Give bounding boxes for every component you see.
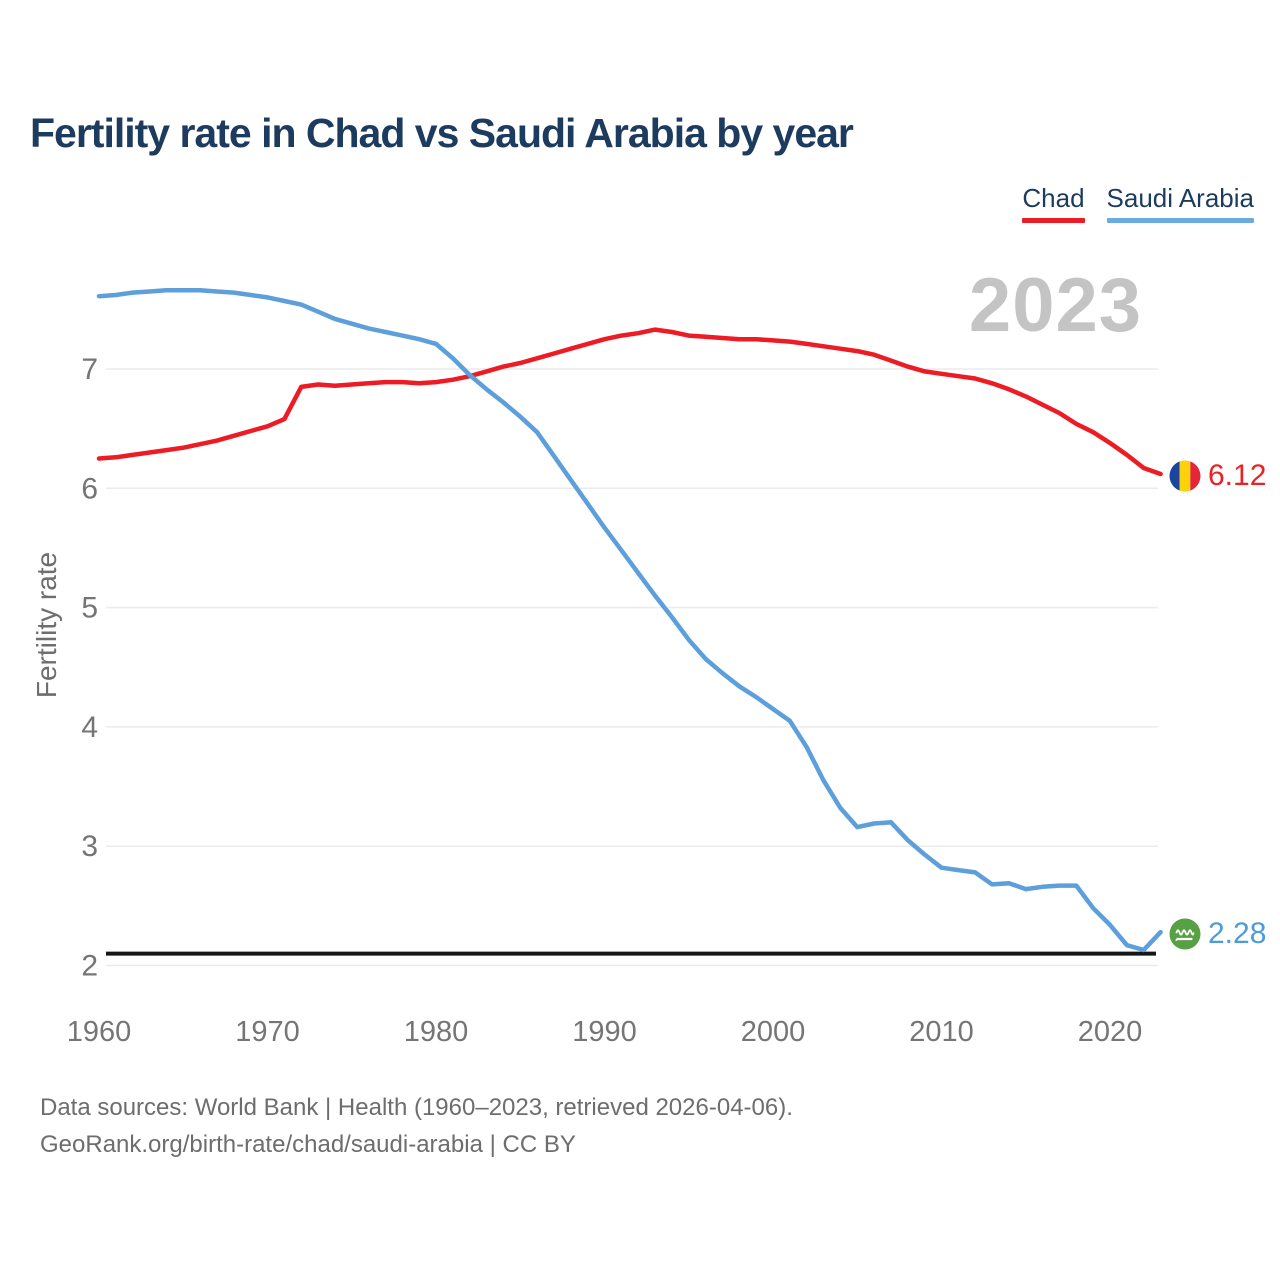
footer-attribution: GeoRank.org/birth-rate/chad/saudi-arabia… (40, 1131, 576, 1158)
end-label-chad: 6.12 (1169, 459, 1266, 493)
chad-flag-icon (1169, 460, 1201, 492)
year-watermark: 2023 (968, 263, 1142, 348)
footer: Data sources: World Bank | Health (1960–… (40, 1089, 793, 1163)
end-label-saudi-arabia: 2.28 (1169, 917, 1266, 951)
x-tick-label-1970: 1970 (235, 1016, 300, 1048)
legend-underline-chad (1022, 218, 1085, 223)
y-tick-label-4: 4 (81, 711, 98, 744)
x-tick-label-2000: 2000 (741, 1016, 806, 1048)
y-tick-label-5: 5 (81, 592, 98, 625)
legend-underline-saudi-arabia (1106, 218, 1254, 223)
y-axis-title: Fertility rate (31, 551, 62, 699)
chad-latest-value: 6.12 (1208, 459, 1267, 492)
footer-data-sources: Data sources: World Bank | Health (1960–… (40, 1094, 793, 1121)
y-tick-label-2: 2 (81, 950, 98, 983)
y-tick-label-7: 7 (81, 353, 98, 386)
legend-item-chad[interactable]: Chad (1022, 183, 1085, 223)
x-tick-label-1960: 1960 (67, 1016, 132, 1048)
x-tick-label-2010: 2010 (909, 1016, 974, 1048)
y-tick-label-3: 3 (81, 830, 98, 863)
saudi-arabia-latest-value: 2.28 (1208, 917, 1267, 950)
x-tick-label-1990: 1990 (572, 1016, 637, 1048)
y-tick-label-6: 6 (81, 472, 98, 505)
saudi-arabia-flag-icon (1169, 918, 1201, 950)
x-tick-label-2020: 2020 (1078, 1016, 1143, 1048)
chart-title: Fertility rate in Chad vs Saudi Arabia b… (30, 110, 854, 156)
legend-item-saudi-arabia[interactable]: Saudi Arabia (1106, 183, 1254, 223)
x-tick-label-1980: 1980 (404, 1016, 469, 1048)
legend: Chad Saudi Arabia (1022, 183, 1254, 223)
legend-label-chad: Chad (1022, 183, 1085, 213)
legend-label-saudi-arabia: Saudi Arabia (1106, 183, 1254, 213)
series-line-saudi-arabia[interactable] (96, 288, 1163, 953)
series-line-chad[interactable] (96, 327, 1163, 477)
